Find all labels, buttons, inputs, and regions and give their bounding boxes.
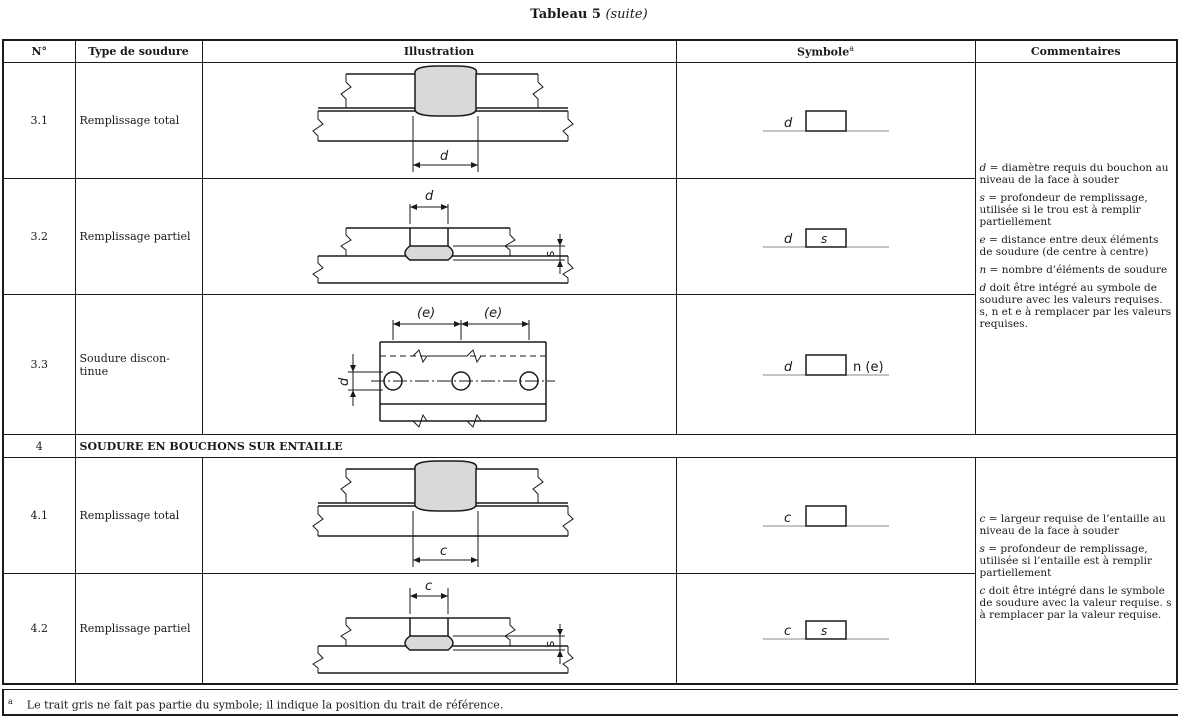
footnote-mark: a [8, 697, 13, 706]
dim-label: d [425, 189, 434, 204]
partial-slot-weld-diagram: c s [311, 579, 574, 674]
weld-symbol: d s [762, 227, 889, 248]
row-num: 4.2 [2, 573, 76, 684]
row-num: 3.1 [2, 62, 76, 179]
illustration-3-1: d [201, 62, 677, 179]
section-label: SOUDURE EN BOUCHONS SUR ENTAILLE [74, 434, 1178, 458]
comment-item: d = diamètre requis du bouchon au niveau… [979, 161, 1169, 186]
comment-item: c doit être intégré dans le symbole de s… [979, 585, 1172, 622]
header-comments: Commentaires [974, 39, 1178, 63]
row-num: 3.2 [2, 178, 76, 295]
symbol-3-2: d s [675, 178, 976, 295]
partial-plug-weld-diagram: d s [311, 189, 574, 284]
symbol-4-2: c s [675, 573, 976, 684]
table-title-suite: (suite) [605, 7, 648, 22]
comments-section-3: d = diamètre requis du bouchon au niveau… [974, 62, 1178, 435]
comment-item: n = nombre d’éléments de soudure [979, 263, 1168, 276]
illustration-3-2: d s [201, 178, 677, 295]
dim-d-label: d [337, 377, 352, 386]
row-type: Remplissage partiel [74, 573, 203, 684]
symbol-box-label: s [821, 624, 827, 638]
table-row: 3.3 Soudure discon- tinue [2, 294, 1177, 435]
table-row: 4.2 Remplissage partiel [2, 573, 1177, 684]
weld-symbol: d n (e) [762, 353, 889, 376]
header-illustration: Illustration [201, 39, 677, 63]
row-type: Remplissage total [74, 457, 203, 574]
dim-label: d [440, 149, 449, 164]
comment-item: c = largeur requise de l’entaille au niv… [979, 513, 1166, 538]
comment-item: e = distance entre deux éléments de soud… [979, 233, 1159, 258]
section-num: 4 [2, 434, 76, 458]
table-title: Tableau 5 (suite) [0, 7, 1178, 22]
comment-item: s = profondeur de remplissage, utilisée … [979, 191, 1148, 228]
row-type: Remplissage partiel [74, 178, 203, 295]
illustration-4-2: c s [201, 573, 677, 684]
table-row: 3.1 Remplissage total [2, 62, 1178, 435]
dim-label: c [440, 544, 447, 559]
footnote: a Le trait gris ne fait pas partie du sym… [2, 689, 1178, 716]
symbol-left-label: c [784, 511, 791, 526]
dim-e1-label: (e) [417, 306, 435, 321]
comments-section-4: c = largeur requise de l’entaille au niv… [974, 457, 1178, 684]
discontinuous-plug-weld-diagram: (e) (e) d [337, 306, 555, 428]
table-row: 4.1 Remplissage total [2, 457, 1178, 684]
symbol-4-1: c [675, 457, 976, 574]
row-num: 3.3 [2, 294, 76, 435]
dim-s-label: s [543, 250, 557, 256]
symbol-3-3: d n (e) [675, 294, 976, 435]
dim-s-label: s [543, 641, 557, 647]
header-symbol-label: Symbole [797, 45, 850, 59]
weld-symbol: c [762, 504, 889, 527]
symbol-3-1: d [675, 62, 976, 179]
header-symbol: Symbolea [675, 39, 976, 63]
row-num: 4.1 [2, 457, 76, 574]
symbol-left-label: d [784, 116, 793, 131]
weld-table: N° Type de soudure Illustration Symbolea… [2, 39, 1178, 685]
header-symbol-footnote-mark: a [849, 44, 854, 54]
illustration-4-1: c [201, 457, 677, 574]
header-num: N° [2, 39, 76, 63]
row-type: Soudure discon- tinue [74, 294, 203, 435]
symbol-left-label: d [784, 232, 793, 247]
comment-item: s = profondeur de remplissage, utilisée … [979, 543, 1152, 580]
table-row: 3.2 Remplissage partiel [2, 178, 1177, 295]
header-type: Type de soudure [74, 39, 203, 63]
row-type: Remplissage total [74, 62, 203, 179]
full-plug-weld-diagram: d [311, 64, 574, 172]
comment-item: d doit être intégré au symbole de soudur… [979, 281, 1172, 330]
illustration-3-3: (e) (e) d [201, 294, 677, 435]
symbol-left-label: c [784, 624, 791, 639]
symbol-box-label: s [821, 232, 827, 246]
dim-e2-label: (e) [484, 306, 502, 321]
header-row: N° Type de soudure Illustration Symbolea… [2, 39, 1178, 63]
footnote-text: Le trait gris ne fait pas partie du symb… [26, 698, 504, 712]
symbol-right-label: n (e) [853, 360, 884, 375]
weld-symbol: d [762, 109, 889, 132]
section-row: 4 SOUDURE EN BOUCHONS SUR ENTAILLE [2, 434, 1178, 458]
full-slot-weld-diagram: c [311, 459, 574, 567]
table-title-main: Tableau 5 [530, 7, 601, 22]
dim-label: c [425, 579, 432, 594]
symbol-left-label: d [784, 360, 793, 375]
weld-symbol: c s [762, 620, 889, 640]
